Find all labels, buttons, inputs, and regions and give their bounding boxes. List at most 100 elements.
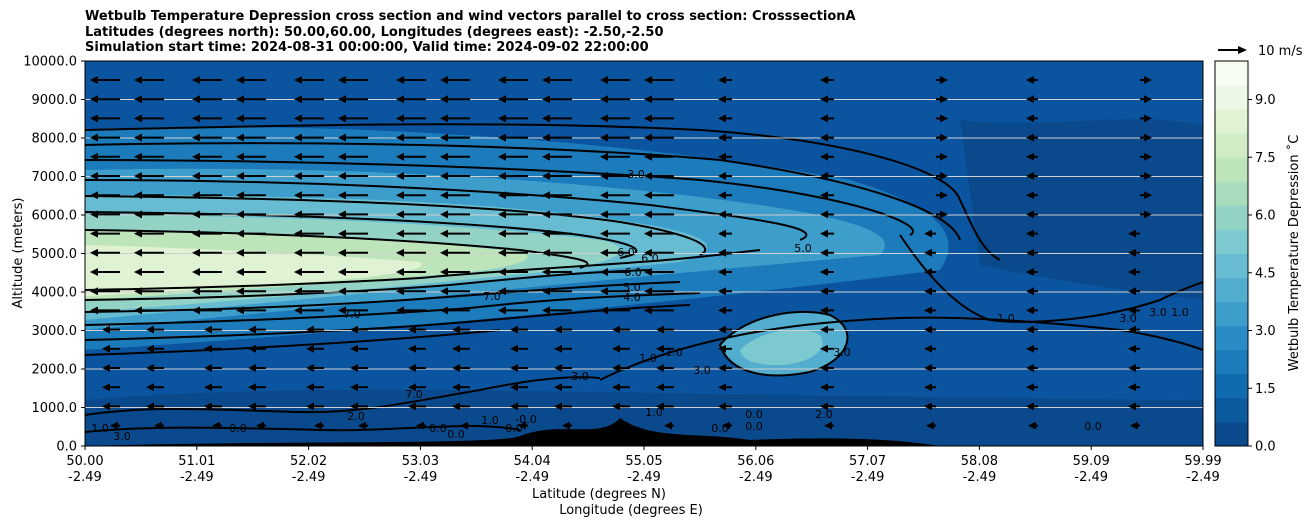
contour-label: 1.0 [1171, 306, 1189, 319]
x-axis-label-latitude: Latitude (degrees N) [532, 487, 666, 502]
contour-label: 0.0 [745, 420, 763, 433]
y-tick-label: 5000.0 [32, 247, 78, 262]
contour-label: 2.0 [815, 408, 833, 421]
contour-label: 1.0 [665, 346, 683, 359]
x-tick-label-lon: -2.49 [1074, 470, 1108, 485]
contour-label: 3.0 [627, 168, 645, 181]
contour-label: 5.0 [623, 281, 641, 294]
x-tick-label-lon: -2.49 [68, 470, 102, 485]
x-axis-label-longitude: Longitude (degrees E) [559, 503, 703, 518]
colorbar-segment [1215, 61, 1248, 86]
y-tick-label: 3000.0 [32, 324, 78, 339]
x-tick-label-lat: 53.03 [402, 454, 439, 469]
colorbar-segment [1215, 397, 1248, 423]
contour-label: 7.0 [343, 308, 361, 321]
x-tick-label-lon: -2.49 [180, 470, 214, 485]
y-tick-label: 8000.0 [32, 132, 78, 147]
contour-label: -0.0 [515, 413, 536, 426]
colorbar-segment [1215, 277, 1248, 303]
x-tick-label-lon: -2.49 [963, 470, 997, 485]
y-tick-label: 1000.0 [32, 401, 78, 416]
x-tick-label-lat: 56.06 [737, 454, 774, 469]
colorbar-tick-label: 1.5 [1255, 382, 1276, 397]
colorbar-segment [1215, 349, 1248, 375]
wind-key: 10 m/s [1218, 44, 1303, 59]
colorbar-tick-label: 9.0 [1255, 93, 1276, 108]
colorbar-tick-label: 4.5 [1255, 266, 1276, 281]
colorbar-segment [1215, 133, 1248, 158]
x-tick-label-lon: -2.49 [404, 470, 438, 485]
title-line-1: Wetbulb Temperature Depression cross sec… [85, 9, 856, 24]
x-tick-label-lon: -2.49 [739, 470, 773, 485]
x-tick-label-lat: 59.09 [1073, 454, 1110, 469]
x-tick-label-lon: -2.49 [292, 470, 326, 485]
colorbar-segment [1215, 205, 1248, 230]
colorbar-tick-label: 0.0 [1255, 440, 1276, 455]
x-tick-label-lat: 51.01 [178, 454, 215, 469]
colorbar-segment [1215, 301, 1248, 327]
x-tick-label-lat: 55.05 [625, 454, 662, 469]
x-tick-label-lat: 57.07 [849, 454, 886, 469]
contour-label: 6.0 [641, 252, 659, 265]
y-axis-label: Altitude (meters) [11, 198, 26, 309]
x-tick-label-lat: 54.04 [514, 454, 551, 469]
colorbar-segment [1215, 421, 1248, 447]
title-line-2: Latitudes (degrees north): 50.00,60.00, … [85, 24, 664, 40]
contour-label: 3.0 [833, 346, 851, 359]
contour-label: 3.0 [113, 430, 131, 443]
contour-label: 1.0 [639, 352, 657, 365]
contour-label: 3.0 [571, 370, 589, 383]
contour-label: 1.0 [91, 422, 109, 435]
wind-key-label: 10 m/s [1258, 44, 1303, 59]
x-axis: 50.00-2.4951.01-2.4952.02-2.4953.03-2.49… [66, 446, 1222, 485]
contour-label: 0.0 [505, 422, 523, 435]
contour-label: 7.0 [483, 290, 501, 303]
y-axis: 0.0 1000.0 2000.0 3000.0 4000.0 5000.0 6000.0 7… [23, 55, 85, 455]
contour-label: 3.0 [1119, 312, 1137, 325]
colorbar-segment [1215, 229, 1248, 254]
x-tick-label-lat: 59.99 [1184, 454, 1221, 469]
y-tick-label: 6000.0 [32, 209, 78, 224]
colorbar-segment [1215, 157, 1248, 182]
y-tick-label: 10000.0 [23, 55, 77, 70]
y-tick-label: 0.0 [56, 440, 77, 455]
colorbar-segment [1215, 109, 1248, 134]
x-tick-label-lat: 58.08 [961, 454, 998, 469]
y-tick-label: 4000.0 [32, 286, 78, 301]
x-tick-label-lon: -2.49 [851, 470, 885, 485]
contour-label: 0.0 [1084, 420, 1102, 433]
contour-label: 1.0 [481, 414, 499, 427]
colorbar: 0.0 1.5 3.0 4.5 6.0 7.5 9.0 [1214, 60, 1276, 455]
contour-label: 0.0 [229, 422, 247, 435]
contour-label: 1.0 [997, 312, 1015, 325]
contour-label: 6.0 [617, 246, 635, 259]
contour-label: 0.0 [745, 408, 763, 421]
colorbar-label: Wetbulb Temperature Depression ˚C [1286, 135, 1302, 372]
colorbar-tick-label: 7.5 [1255, 151, 1276, 166]
contour-label: 0.0 [711, 422, 729, 435]
colorbar-segment [1215, 181, 1248, 206]
y-tick-label: 7000.0 [32, 170, 78, 185]
contour-label: 6.0 [624, 266, 642, 279]
contour-label: 5.0 [794, 242, 812, 255]
contour-labels: 3.06.06.06.05.04.07.07.05.01.01.0 1.03.03… [91, 168, 1189, 443]
colorbar-frame [1214, 60, 1249, 447]
contour-label: 3.0 [1149, 306, 1167, 319]
y-tick-label: 2000.0 [32, 363, 78, 378]
contour-label: 2.0 [347, 410, 365, 423]
contour-label: 0.0 [429, 422, 447, 435]
contour-label: 3.0 [693, 364, 711, 377]
contour-label: 0.0 [447, 428, 465, 441]
x-tick-label-lon: -2.49 [515, 470, 549, 485]
colorbar-segment [1215, 373, 1248, 399]
x-tick-label-lat: 50.00 [66, 454, 103, 469]
colorbar-tick-label: 3.0 [1255, 324, 1276, 339]
contour-label: 1.0 [645, 406, 663, 419]
contour-label: 4.0 [623, 291, 641, 304]
x-tick-label-lat: 52.02 [290, 454, 327, 469]
title-line-3: Simulation start time: 2024-08-31 00:00:… [85, 40, 649, 55]
colorbar-segment [1215, 85, 1248, 110]
colorbar-segment [1215, 253, 1248, 279]
contour-label: 7.0 [405, 388, 423, 401]
